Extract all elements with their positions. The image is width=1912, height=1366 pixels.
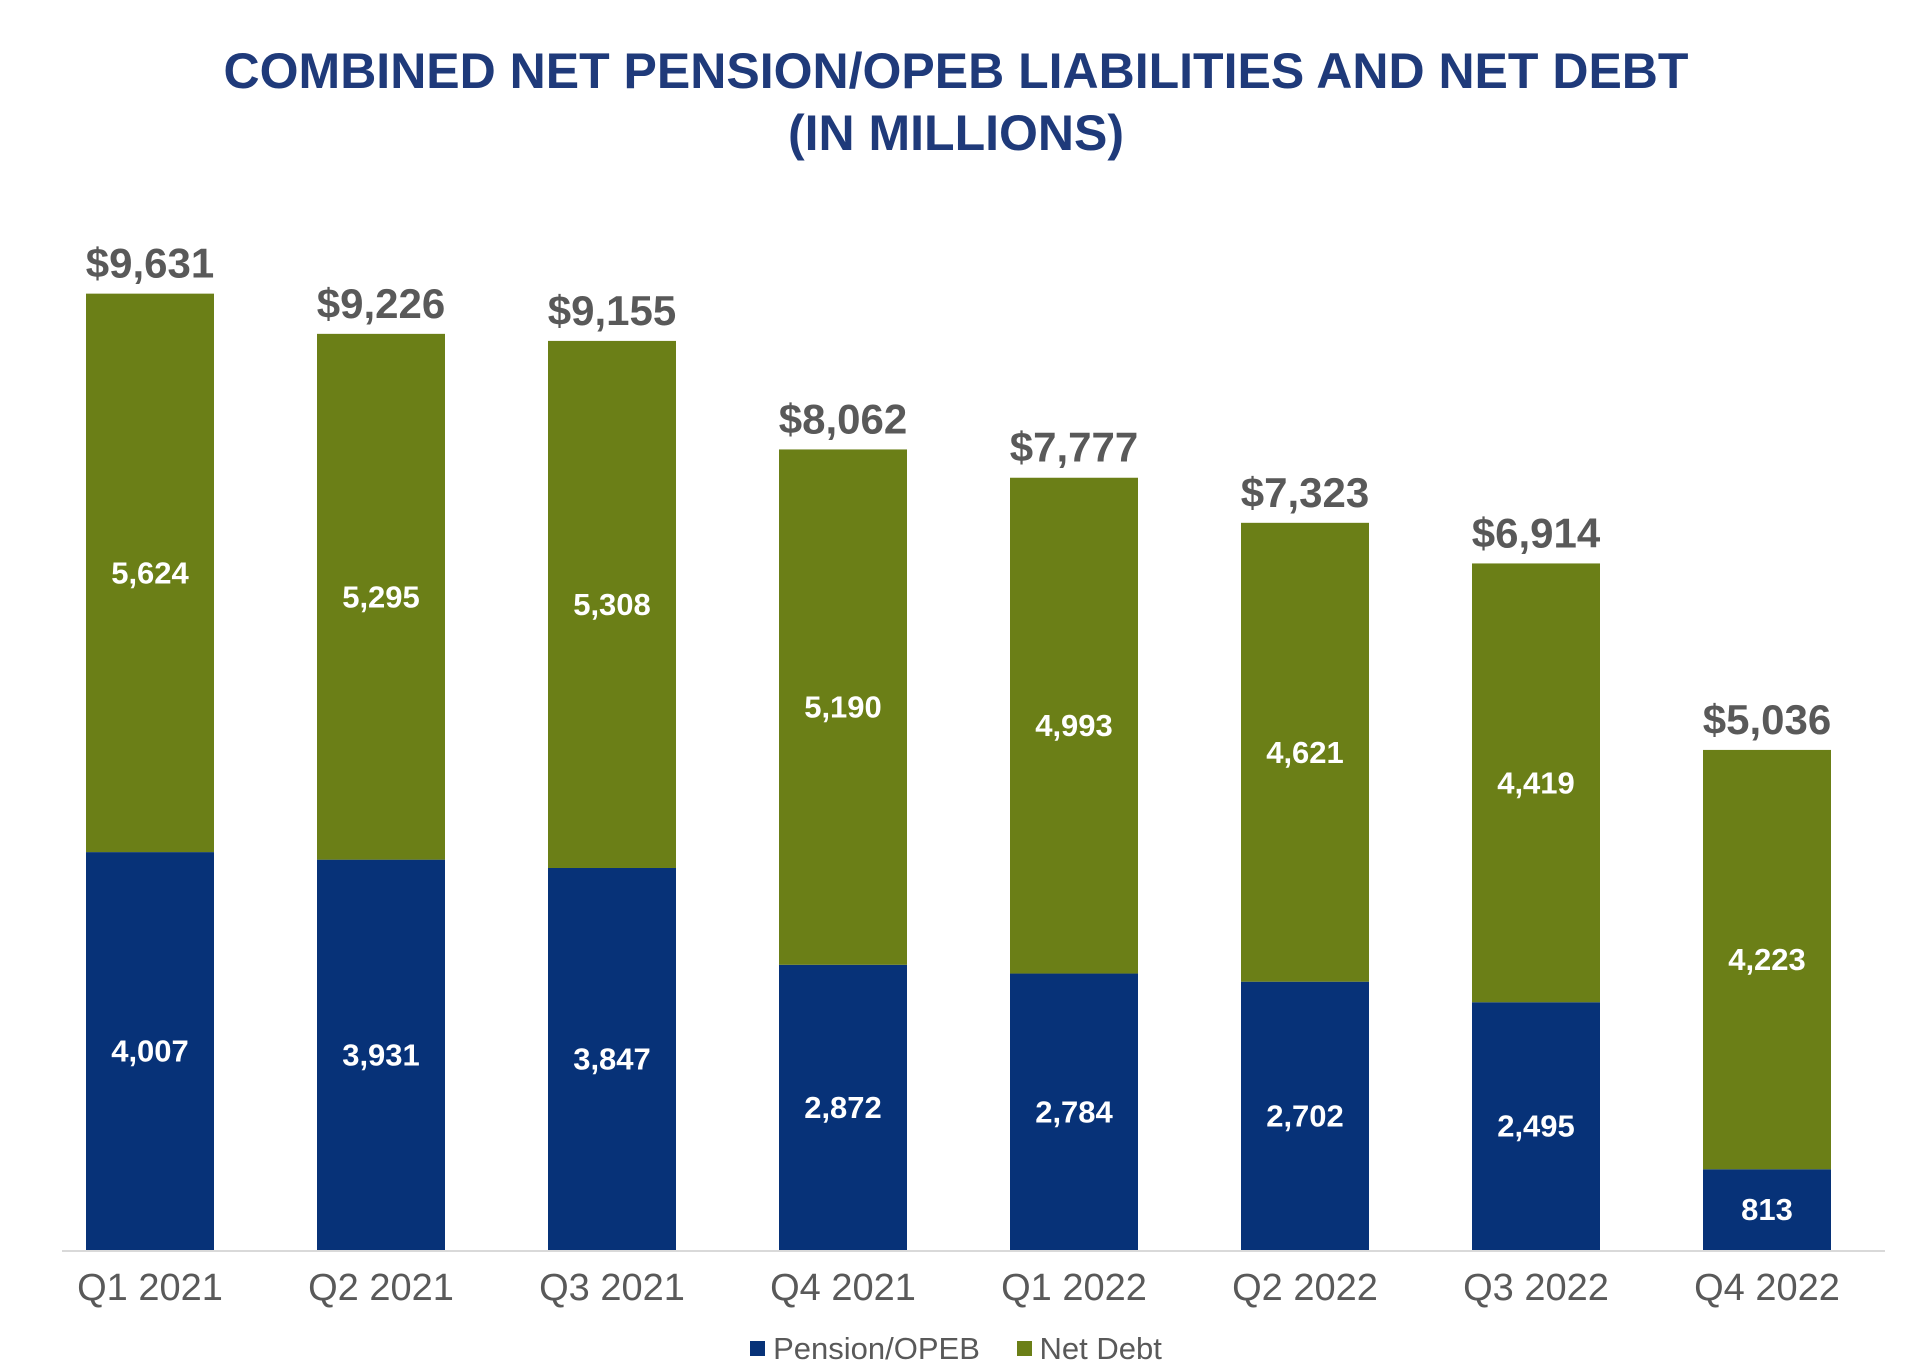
data-label-pension-opeb-q4-2022: 813 — [1741, 1192, 1793, 1227]
legend-swatch-pension-opeb — [750, 1341, 766, 1357]
bar-pension-opeb-q3-2022 — [1472, 1002, 1600, 1250]
legend-label-pension-opeb: Pension/OPEB — [773, 1330, 980, 1366]
x-tick-label-q3-2021: Q3 2021 — [539, 1267, 685, 1309]
bar-net-debt-q4-2021 — [779, 449, 907, 965]
data-label-pension-opeb-q2-2022: 2,702 — [1266, 1098, 1344, 1133]
legend-swatch-net-debt — [1016, 1341, 1032, 1357]
total-label-q4-2021: $8,062 — [779, 395, 907, 442]
data-label-net-debt-q3-2021: 5,308 — [573, 587, 651, 622]
bar-pension-opeb-q2-2021 — [317, 859, 445, 1250]
data-label-pension-opeb-q3-2022: 2,495 — [1497, 1109, 1575, 1144]
total-label-q4-2022: $5,036 — [1703, 696, 1831, 743]
bar-pension-opeb-q2-2022 — [1241, 981, 1369, 1250]
bar-net-debt-q2-2022 — [1241, 522, 1369, 982]
bar-pension-opeb-q3-2021 — [548, 867, 676, 1250]
chart-title-line-1: COMBINED NET PENSION/OPEB LIABILITIES AN… — [223, 43, 1689, 99]
x-tick-label-q3-2022: Q3 2022 — [1463, 1267, 1609, 1309]
data-label-net-debt-q4-2022: 4,223 — [1728, 942, 1806, 977]
bar-pension-opeb-q1-2022 — [1010, 973, 1138, 1250]
chart-legend: Pension/OPEB Net Debt — [0, 1328, 1912, 1366]
bar-pension-opeb-q1-2021 — [86, 852, 214, 1250]
x-tick-label-q1-2021: Q1 2021 — [77, 1267, 223, 1309]
chart-title-line-2: (IN MILLIONS) — [787, 105, 1125, 161]
x-tick-label-q1-2022: Q1 2022 — [1001, 1267, 1147, 1309]
bar-net-debt-q3-2022 — [1472, 563, 1600, 1003]
data-label-pension-opeb-q2-2021: 3,931 — [342, 1037, 420, 1072]
x-tick-label-q2-2021: Q2 2021 — [308, 1267, 454, 1309]
data-label-net-debt-q1-2022: 4,993 — [1035, 708, 1113, 743]
x-tick-label-q4-2022: Q4 2022 — [1694, 1267, 1840, 1309]
total-label-q3-2021: $9,155 — [548, 287, 676, 334]
x-tick-label-q4-2021: Q4 2021 — [770, 1267, 916, 1309]
bar-net-debt-q2-2021 — [317, 333, 445, 860]
data-label-pension-opeb-q1-2021: 4,007 — [111, 1034, 189, 1069]
data-label-net-debt-q3-2022: 4,419 — [1497, 765, 1575, 800]
bar-net-debt-q1-2021 — [86, 293, 214, 853]
total-label-q2-2022: $7,323 — [1241, 469, 1369, 516]
total-label-q3-2022: $6,914 — [1472, 509, 1601, 556]
data-label-net-debt-q2-2022: 4,621 — [1266, 735, 1344, 770]
bar-pension-opeb-q4-2022 — [1703, 1169, 1831, 1250]
legend-item-net-debt: Net Debt — [1016, 1329, 1162, 1366]
x-tick-label-q2-2022: Q2 2022 — [1232, 1267, 1378, 1309]
data-label-pension-opeb-q3-2021: 3,847 — [573, 1041, 651, 1076]
data-label-net-debt-q4-2021: 5,190 — [804, 690, 882, 725]
legend-label-net-debt: Net Debt — [1039, 1330, 1162, 1366]
chart-title: COMBINED NET PENSION/OPEB LIABILITIES AN… — [0, 40, 1912, 164]
data-label-net-debt-q2-2021: 5,295 — [342, 579, 420, 614]
total-label-q2-2021: $9,226 — [317, 280, 445, 327]
legend-item-pension-opeb: Pension/OPEB — [750, 1329, 980, 1366]
total-label-q1-2021: $9,631 — [86, 240, 214, 287]
bar-net-debt-q1-2022 — [1010, 477, 1138, 974]
data-label-net-debt-q1-2021: 5,624 — [111, 555, 189, 590]
total-label-q1-2022: $7,777 — [1010, 424, 1138, 471]
data-label-pension-opeb-q4-2021: 2,872 — [804, 1090, 882, 1125]
bar-pension-opeb-q4-2021 — [779, 964, 907, 1250]
bar-net-debt-q3-2021 — [548, 340, 676, 868]
bar-net-debt-q4-2022 — [1703, 749, 1831, 1170]
data-label-pension-opeb-q1-2022: 2,784 — [1035, 1094, 1113, 1129]
